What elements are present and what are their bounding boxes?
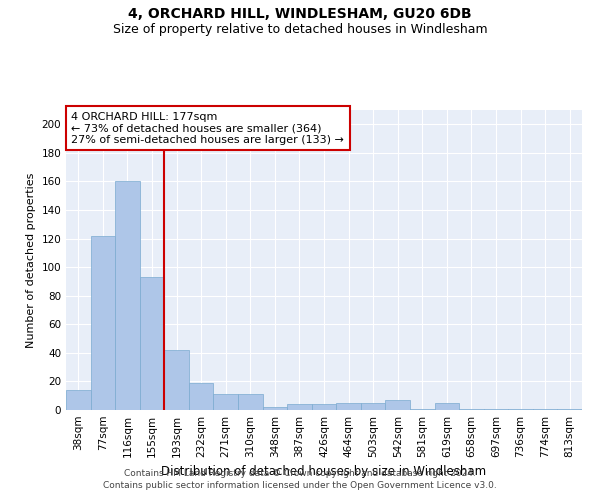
Bar: [508, 408, 533, 410]
Bar: [434, 403, 459, 410]
X-axis label: Distribution of detached houses by size in Windlesham: Distribution of detached houses by size …: [161, 466, 487, 478]
Bar: [115, 182, 140, 410]
Text: 4, ORCHARD HILL, WINDLESHAM, GU20 6DB: 4, ORCHARD HILL, WINDLESHAM, GU20 6DB: [128, 8, 472, 22]
Y-axis label: Number of detached properties: Number of detached properties: [26, 172, 36, 348]
Text: Contains HM Land Registry data © Crown copyright and database right 2024.: Contains HM Land Registry data © Crown c…: [124, 468, 476, 477]
Bar: [557, 408, 582, 410]
Bar: [238, 394, 263, 410]
Text: Contains public sector information licensed under the Open Government Licence v3: Contains public sector information licen…: [103, 481, 497, 490]
Bar: [361, 403, 385, 410]
Text: Size of property relative to detached houses in Windlesham: Size of property relative to detached ho…: [113, 22, 487, 36]
Bar: [385, 400, 410, 410]
Bar: [91, 236, 115, 410]
Bar: [189, 383, 214, 410]
Bar: [484, 408, 508, 410]
Bar: [459, 408, 484, 410]
Bar: [312, 404, 336, 410]
Bar: [287, 404, 312, 410]
Bar: [214, 394, 238, 410]
Text: 4 ORCHARD HILL: 177sqm
← 73% of detached houses are smaller (364)
27% of semi-de: 4 ORCHARD HILL: 177sqm ← 73% of detached…: [71, 112, 344, 144]
Bar: [66, 390, 91, 410]
Bar: [410, 408, 434, 410]
Bar: [336, 403, 361, 410]
Bar: [140, 277, 164, 410]
Bar: [263, 407, 287, 410]
Bar: [533, 408, 557, 410]
Bar: [164, 350, 189, 410]
